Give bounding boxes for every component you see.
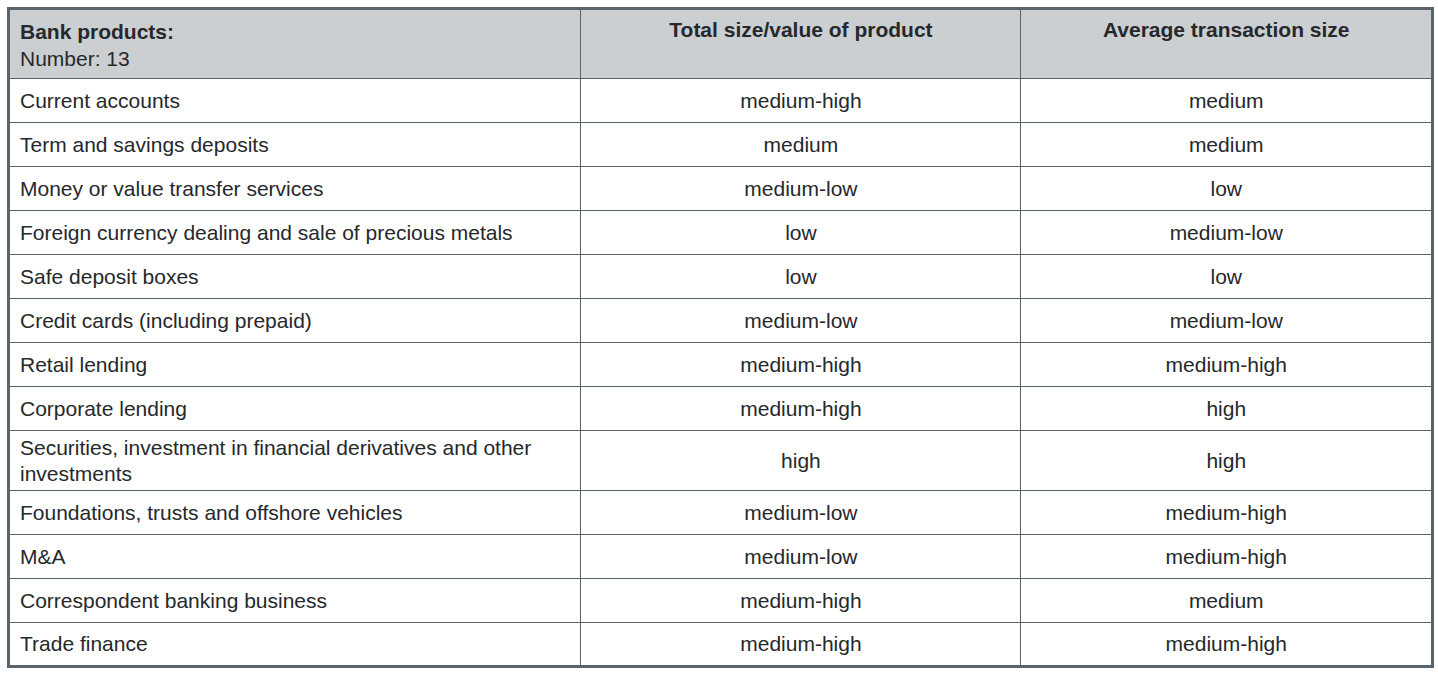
table-row: Term and savings depositsmediummedium bbox=[9, 123, 1433, 167]
avg-transaction-cell: medium bbox=[1021, 79, 1433, 123]
total-size-cell: medium bbox=[581, 123, 1021, 167]
product-cell: Safe deposit boxes bbox=[9, 255, 581, 299]
table-row: Foreign currency dealing and sale of pre… bbox=[9, 211, 1433, 255]
product-cell: Correspondent banking business bbox=[9, 579, 581, 623]
header-bank-products-title: Bank products: bbox=[20, 18, 572, 45]
table-row: Securities, investment in financial deri… bbox=[9, 431, 1433, 491]
total-size-cell: medium-high bbox=[581, 387, 1021, 431]
product-cell: Trade finance bbox=[9, 623, 581, 667]
product-cell: Current accounts bbox=[9, 79, 581, 123]
product-cell: Term and savings deposits bbox=[9, 123, 581, 167]
table-row: Money or value transfer servicesmedium-l… bbox=[9, 167, 1433, 211]
table-header: Bank products: Number: 13 Total size/val… bbox=[9, 9, 1433, 79]
table-row: Correspondent banking businessmedium-hig… bbox=[9, 579, 1433, 623]
total-size-cell: medium-high bbox=[581, 623, 1021, 667]
total-size-cell: medium-low bbox=[581, 167, 1021, 211]
total-size-cell: medium-high bbox=[581, 343, 1021, 387]
avg-transaction-cell: low bbox=[1021, 255, 1433, 299]
product-cell: M&A bbox=[9, 535, 581, 579]
avg-transaction-cell: medium-low bbox=[1021, 299, 1433, 343]
table-row: Foundations, trusts and offshore vehicle… bbox=[9, 491, 1433, 535]
total-size-cell: high bbox=[581, 431, 1021, 491]
avg-transaction-cell: medium-high bbox=[1021, 623, 1433, 667]
bank-products-risk-table: Bank products: Number: 13 Total size/val… bbox=[7, 7, 1434, 668]
avg-transaction-cell: medium bbox=[1021, 579, 1433, 623]
avg-transaction-cell: high bbox=[1021, 387, 1433, 431]
table-row: Safe deposit boxeslowlow bbox=[9, 255, 1433, 299]
header-bank-products-count: Number: 13 bbox=[20, 45, 572, 72]
table-row: Credit cards (including prepaid)medium-l… bbox=[9, 299, 1433, 343]
total-size-cell: medium-high bbox=[581, 579, 1021, 623]
avg-transaction-cell: high bbox=[1021, 431, 1433, 491]
avg-transaction-cell: medium-high bbox=[1021, 535, 1433, 579]
page: Bank products: Number: 13 Total size/val… bbox=[0, 0, 1438, 682]
header-row: Bank products: Number: 13 Total size/val… bbox=[9, 9, 1433, 79]
avg-transaction-cell: medium-high bbox=[1021, 491, 1433, 535]
product-cell: Foundations, trusts and offshore vehicle… bbox=[9, 491, 581, 535]
header-bank-products: Bank products: Number: 13 bbox=[9, 9, 581, 79]
product-cell: Retail lending bbox=[9, 343, 581, 387]
product-cell: Securities, investment in financial deri… bbox=[9, 431, 581, 491]
product-cell: Money or value transfer services bbox=[9, 167, 581, 211]
total-size-cell: low bbox=[581, 211, 1021, 255]
product-cell: Foreign currency dealing and sale of pre… bbox=[9, 211, 581, 255]
table-row: Trade financemedium-highmedium-high bbox=[9, 623, 1433, 667]
table-row: M&Amedium-lowmedium-high bbox=[9, 535, 1433, 579]
header-total-size: Total size/value of product bbox=[581, 9, 1021, 79]
total-size-cell: medium-high bbox=[581, 79, 1021, 123]
product-cell: Corporate lending bbox=[9, 387, 581, 431]
header-avg-transaction: Average transaction size bbox=[1021, 9, 1433, 79]
avg-transaction-cell: medium bbox=[1021, 123, 1433, 167]
table-body: Current accountsmedium-highmediumTerm an… bbox=[9, 79, 1433, 667]
table-row: Retail lendingmedium-highmedium-high bbox=[9, 343, 1433, 387]
total-size-cell: medium-low bbox=[581, 535, 1021, 579]
product-cell: Credit cards (including prepaid) bbox=[9, 299, 581, 343]
table-row: Corporate lendingmedium-highhigh bbox=[9, 387, 1433, 431]
total-size-cell: low bbox=[581, 255, 1021, 299]
avg-transaction-cell: medium-low bbox=[1021, 211, 1433, 255]
avg-transaction-cell: medium-high bbox=[1021, 343, 1433, 387]
total-size-cell: medium-low bbox=[581, 299, 1021, 343]
avg-transaction-cell: low bbox=[1021, 167, 1433, 211]
total-size-cell: medium-low bbox=[581, 491, 1021, 535]
table-row: Current accountsmedium-highmedium bbox=[9, 79, 1433, 123]
